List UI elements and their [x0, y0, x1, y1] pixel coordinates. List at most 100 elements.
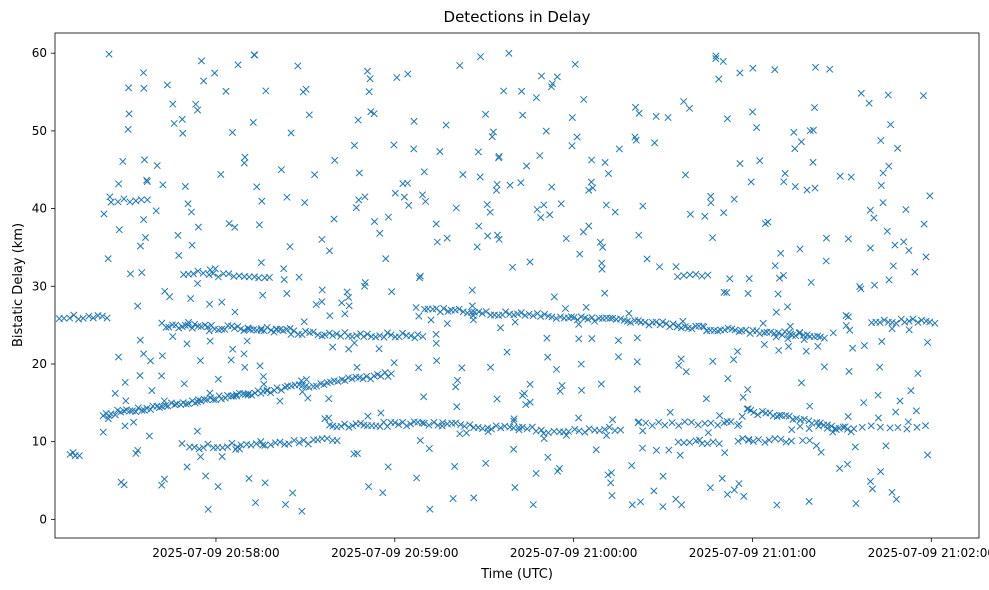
data-point [243, 440, 251, 448]
data-point [605, 423, 613, 431]
data-point [298, 507, 306, 515]
data-point [314, 331, 322, 339]
data-point [255, 274, 263, 282]
data-point [515, 423, 523, 431]
data-point [202, 472, 210, 480]
data-point [826, 65, 834, 73]
data-point [192, 100, 200, 108]
data-point [561, 304, 570, 313]
data-point [493, 231, 501, 239]
data-point [106, 193, 114, 201]
data-point [405, 201, 413, 209]
data-point [115, 226, 123, 234]
data-point [418, 419, 426, 427]
data-point [775, 411, 783, 419]
data-point [887, 120, 895, 129]
data-point [301, 327, 310, 335]
data-point [681, 171, 690, 179]
data-point [415, 364, 423, 372]
data-point [748, 108, 757, 116]
data-point [124, 125, 132, 133]
data-point [240, 350, 248, 358]
data-point [244, 325, 253, 333]
data-point [652, 112, 660, 121]
data-point [312, 382, 321, 390]
data-point [345, 423, 353, 431]
data-point [388, 288, 396, 296]
data-point [433, 238, 441, 246]
data-point [865, 99, 873, 107]
data-point [575, 414, 583, 422]
data-point [787, 330, 795, 338]
data-point [570, 313, 578, 321]
data-point [500, 87, 508, 95]
data-point [476, 173, 484, 181]
data-point [870, 214, 878, 222]
y-tick-label: 0 [39, 512, 47, 526]
data-point [682, 368, 690, 376]
data-point [604, 471, 612, 479]
data-point [631, 103, 640, 111]
data-point [158, 481, 166, 489]
data-point [575, 320, 583, 328]
data-point [582, 303, 590, 311]
data-point [320, 381, 328, 389]
data-point [364, 412, 372, 420]
data-point [218, 298, 226, 306]
data-point [158, 352, 166, 360]
data-point [260, 380, 268, 388]
data-point [655, 263, 664, 271]
data-point [159, 181, 167, 189]
data-point [556, 387, 564, 395]
data-point [510, 415, 518, 423]
data-point [433, 357, 441, 365]
data-point [773, 501, 781, 509]
data-point [905, 246, 913, 255]
data-point [756, 157, 764, 165]
data-point [259, 291, 267, 299]
data-point [209, 396, 217, 404]
data-point [715, 75, 723, 83]
data-point [470, 494, 478, 502]
data-point [707, 199, 715, 207]
data-point [295, 439, 303, 447]
data-point [652, 446, 661, 454]
data-point [677, 324, 685, 332]
data-point [664, 113, 672, 122]
data-point [617, 315, 625, 323]
data-point [387, 331, 395, 339]
data-point [816, 419, 824, 427]
y-axis-title: Bistatic Delay (km) [11, 223, 26, 347]
data-point [476, 53, 485, 61]
data-point [702, 395, 710, 403]
data-point [390, 141, 398, 149]
data-point [544, 353, 552, 361]
data-point [823, 424, 831, 432]
data-point [493, 395, 501, 403]
data-point [415, 312, 423, 320]
data-point [362, 372, 371, 380]
data-point [677, 501, 686, 509]
data-point [577, 360, 585, 368]
data-point [214, 375, 222, 383]
x-axis-title: Time (UTC) [480, 567, 553, 582]
data-point [920, 220, 928, 228]
data-point [703, 327, 711, 335]
data-point [420, 393, 428, 401]
data-point [914, 369, 922, 378]
data-point [745, 435, 753, 443]
data-point [687, 418, 696, 426]
data-point [473, 243, 481, 251]
data-point [771, 66, 779, 74]
data-point [69, 449, 77, 457]
data-point [665, 446, 673, 454]
data-point [803, 186, 811, 194]
data-point [755, 436, 763, 444]
data-point [206, 300, 214, 308]
data-point [300, 318, 308, 326]
data-point [379, 489, 387, 497]
data-point [309, 382, 317, 390]
data-point [913, 423, 921, 431]
data-point [590, 317, 599, 325]
